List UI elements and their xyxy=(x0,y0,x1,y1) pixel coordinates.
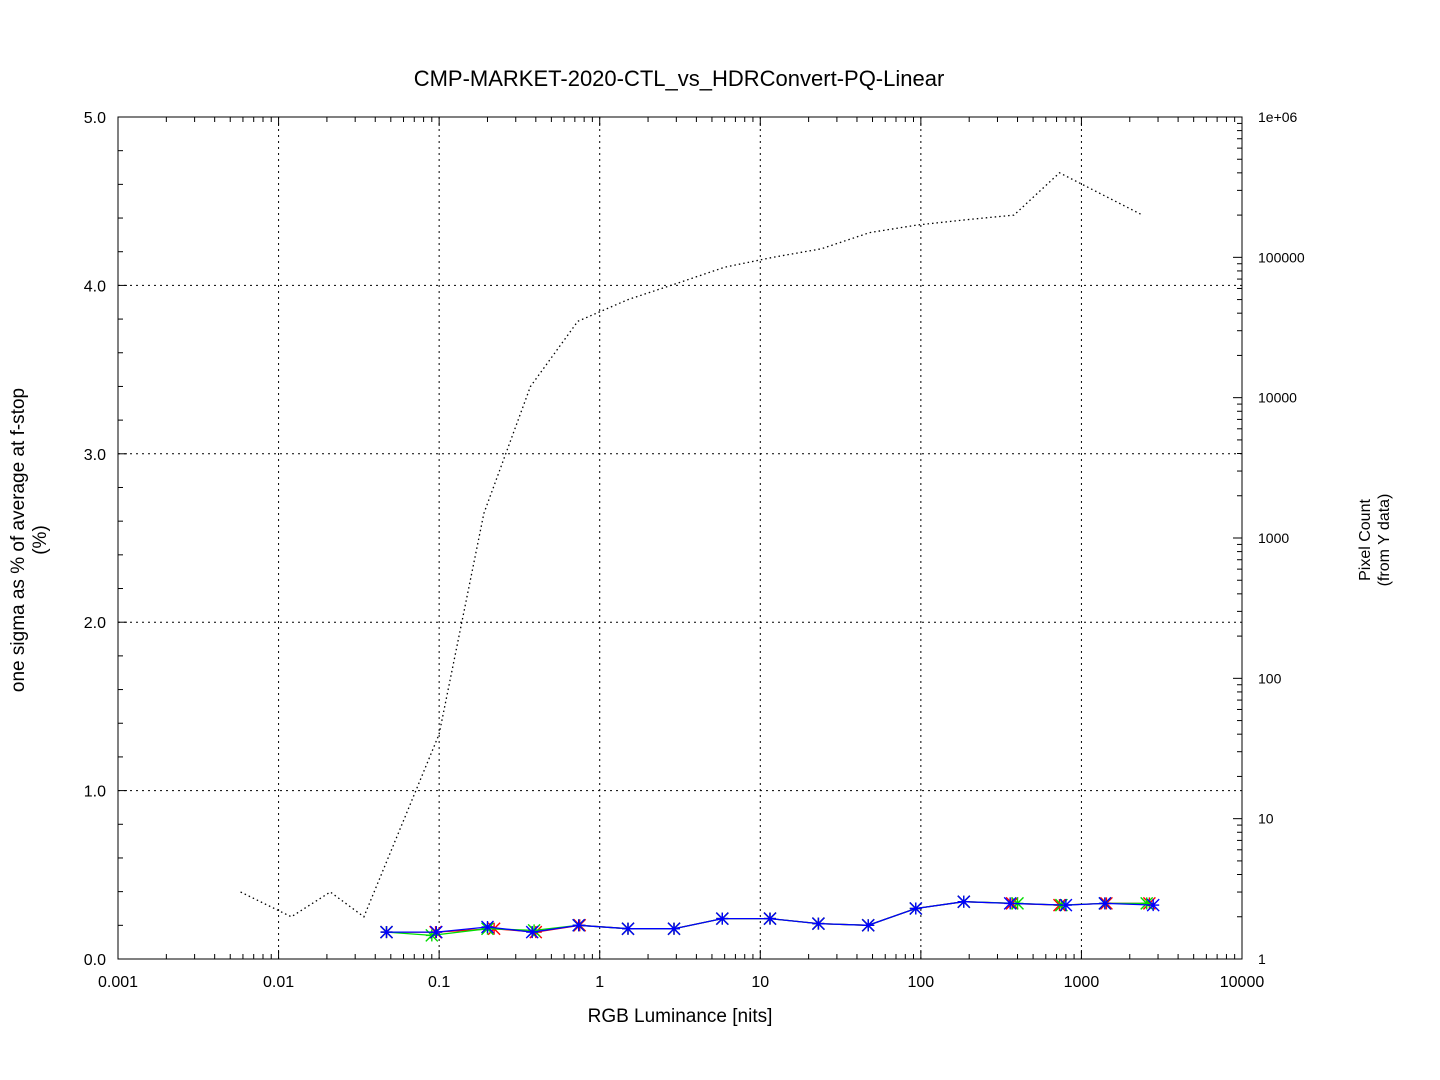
x-tick-label: 0.1 xyxy=(428,974,450,991)
x-tick-label: 1 xyxy=(595,974,604,991)
x-tick-label: 1000 xyxy=(1064,974,1100,991)
y-tick-label: 1.0 xyxy=(84,784,106,801)
y-axis-label-group: one sigma as % of average at f-stop (%) xyxy=(8,388,51,692)
series-marker-2 xyxy=(763,912,777,926)
series-marker-2 xyxy=(525,925,539,939)
y2-tick-label: 1000 xyxy=(1258,530,1289,546)
y2-tick-label: 10 xyxy=(1258,811,1274,827)
x-tick-labels: 0.001 0.01 0.1 1 10 100 1000 10000 xyxy=(98,974,1264,991)
series-marker-2 xyxy=(380,925,393,939)
y2-axis-label-group: Pixel Count (from Y data) xyxy=(1357,494,1393,587)
series-marker-2 xyxy=(1146,898,1160,912)
series-marker-2 xyxy=(909,902,923,915)
series-group xyxy=(240,172,1160,942)
y-tick-label: 4.0 xyxy=(84,278,106,295)
y2-axis-label: Pixel Count xyxy=(1357,499,1374,581)
x-tick-label: 100 xyxy=(908,974,935,991)
y2-tick-labels: 1 10 100 1000 10000 100000 1e+06 xyxy=(1258,109,1305,967)
grid xyxy=(118,117,1242,959)
y-tick-label: 2.0 xyxy=(84,615,106,632)
series-marker-2 xyxy=(1098,896,1112,910)
series-marker-2 xyxy=(1003,896,1017,910)
axis-ticks xyxy=(117,116,1243,960)
series-marker-2 xyxy=(667,922,681,936)
series-marker-2 xyxy=(957,895,971,909)
x-tick-label: 0.001 xyxy=(98,974,138,991)
chart-title: CMP-MARKET-2020-CTL_vs_HDRConvert-PQ-Lin… xyxy=(414,66,945,91)
y-tick-label: 0.0 xyxy=(84,952,106,969)
x-tick-label: 0.01 xyxy=(263,974,294,991)
series-marker-2 xyxy=(1059,898,1073,912)
x-tick-label: 10 xyxy=(751,974,769,991)
series-marker-2 xyxy=(621,922,635,936)
series-marker-2 xyxy=(481,920,494,934)
plot-frame xyxy=(117,116,1243,960)
y-tick-label: 5.0 xyxy=(84,110,106,127)
x-axis-label: RGB Luminance [nits] xyxy=(588,1006,773,1027)
y2-tick-label: 1 xyxy=(1258,951,1266,967)
y2-tick-label: 100 xyxy=(1258,670,1282,686)
series-marker-2 xyxy=(811,917,825,931)
series-marker-2 xyxy=(429,925,443,939)
series-marker-2 xyxy=(572,918,586,932)
y2-tick-label: 100000 xyxy=(1258,249,1305,265)
y-tick-labels: 0.0 1.0 2.0 3.0 4.0 5.0 xyxy=(84,110,106,969)
y2-tick-label: 10000 xyxy=(1258,390,1297,406)
y-axis-label: one sigma as % of average at f-stop xyxy=(8,388,29,692)
y2-tick-label: 1e+06 xyxy=(1258,109,1298,125)
y-axis-unit: (%) xyxy=(30,525,51,555)
y-tick-label: 3.0 xyxy=(84,447,106,464)
series-marker-2 xyxy=(861,918,875,932)
series-marker-2 xyxy=(715,912,729,926)
y2-axis-sublabel: (from Y data) xyxy=(1376,494,1393,587)
series-line-3 xyxy=(240,172,1143,918)
x-tick-label: 10000 xyxy=(1220,974,1265,991)
